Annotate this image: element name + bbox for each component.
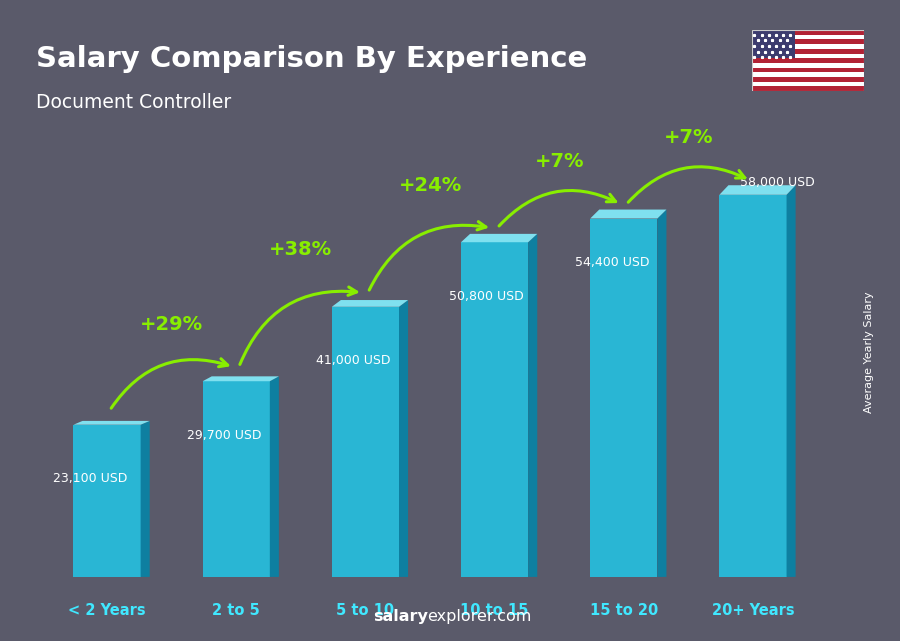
Bar [752,40,864,44]
Polygon shape [787,185,796,577]
Polygon shape [140,421,149,577]
Bar [752,77,864,81]
Bar [752,44,864,49]
Text: 58,000 USD: 58,000 USD [740,176,814,189]
Text: Document Controller: Document Controller [36,93,231,112]
Polygon shape [399,300,408,577]
Text: +7%: +7% [663,128,713,147]
Text: 29,700 USD: 29,700 USD [187,429,262,442]
Text: Salary Comparison By Experience: Salary Comparison By Experience [36,45,587,73]
Bar [752,87,864,91]
Text: 5 to 10: 5 to 10 [337,603,394,618]
Text: +7%: +7% [535,152,584,171]
Text: 10 to 15: 10 to 15 [461,603,529,618]
Text: +24%: +24% [399,176,462,195]
Bar [752,63,864,67]
Polygon shape [528,234,537,577]
Polygon shape [332,300,408,307]
Text: 50,800 USD: 50,800 USD [449,290,524,303]
Text: 15 to 20: 15 to 20 [590,603,658,618]
Polygon shape [590,210,666,219]
Text: Average Yearly Salary: Average Yearly Salary [863,292,874,413]
Bar [752,67,864,72]
Bar [752,30,864,35]
Polygon shape [719,185,796,195]
Text: 20+ Years: 20+ Years [712,603,795,618]
Polygon shape [657,210,666,577]
Polygon shape [590,219,657,577]
Bar [752,49,864,54]
Polygon shape [202,381,270,577]
Polygon shape [461,234,537,242]
Bar [752,72,864,77]
Text: 2 to 5: 2 to 5 [212,603,260,618]
Polygon shape [74,425,140,577]
Bar [752,81,864,87]
Polygon shape [461,242,528,577]
Text: explorer.com: explorer.com [428,609,532,624]
Text: +29%: +29% [140,315,203,334]
Bar [752,35,864,40]
Text: 54,400 USD: 54,400 USD [575,256,649,269]
Text: +38%: +38% [269,240,332,260]
Text: < 2 Years: < 2 Years [68,603,146,618]
Polygon shape [719,195,787,577]
Text: 41,000 USD: 41,000 USD [316,354,391,367]
Bar [752,58,864,63]
Polygon shape [202,376,279,381]
Text: salary: salary [373,609,427,624]
Polygon shape [74,421,149,425]
Polygon shape [332,307,399,577]
Bar [752,54,864,58]
Text: 23,100 USD: 23,100 USD [53,472,127,485]
Bar [752,30,795,58]
Polygon shape [270,376,279,577]
